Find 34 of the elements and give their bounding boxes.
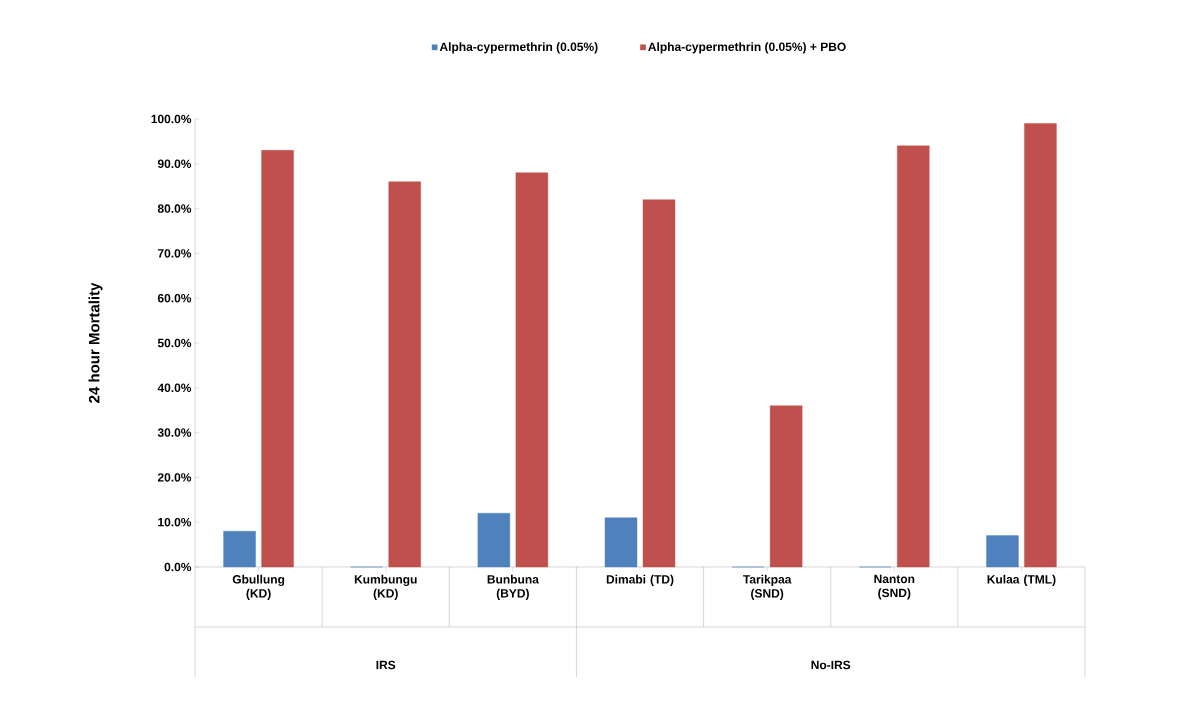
x-tick-label: Kumbungu (KD)	[354, 574, 417, 600]
y-tick-label: 20.0%	[157, 473, 192, 482]
legend-label: Alpha-cypermethrin (0.05%) + PBO	[648, 42, 846, 54]
bar	[223, 530, 256, 568]
bar	[897, 145, 930, 568]
x-tick-label: Nanton (SND)	[874, 574, 915, 600]
x-tick-label: Tarikpaa (SND)	[743, 574, 792, 600]
text: No-IRS	[811, 660, 851, 670]
y-tick-label: 50.0%	[157, 338, 192, 348]
x-tick-label: Bunbuna (BYD)	[487, 574, 539, 600]
y-axis-title: 24 hour Mortality	[88, 282, 103, 403]
bar	[642, 199, 676, 568]
x-tick-label: Kulaa (TML)	[987, 574, 1056, 586]
bar	[769, 405, 803, 568]
x-tick-label: Dimabi (TD)	[606, 574, 674, 586]
bar	[261, 150, 294, 568]
y-tick-label: 90.0%	[157, 159, 192, 169]
bar	[388, 181, 421, 568]
x-tick-label: Gbullung (KD)	[232, 574, 285, 600]
legend-label: Alpha-cypermethrin (0.05%)	[439, 42, 598, 54]
bar	[515, 172, 549, 568]
y-tick-label: 40.0%	[157, 383, 192, 393]
y-tick-label: 100.0%	[151, 114, 192, 124]
bar	[477, 513, 511, 568]
bar	[604, 517, 638, 568]
text: IRS	[376, 660, 396, 670]
y-tick-label: 70.0%	[157, 249, 192, 258]
y-tick-label: 60.0%	[157, 293, 192, 303]
y-tick-label: 0.0%	[164, 562, 192, 572]
y-tick-label: 10.0%	[158, 517, 192, 527]
y-tick-label: 30.0%	[157, 428, 192, 437]
bar	[986, 535, 1019, 568]
y-tick-label: 80.0%	[157, 204, 192, 213]
bar	[1024, 123, 1057, 568]
